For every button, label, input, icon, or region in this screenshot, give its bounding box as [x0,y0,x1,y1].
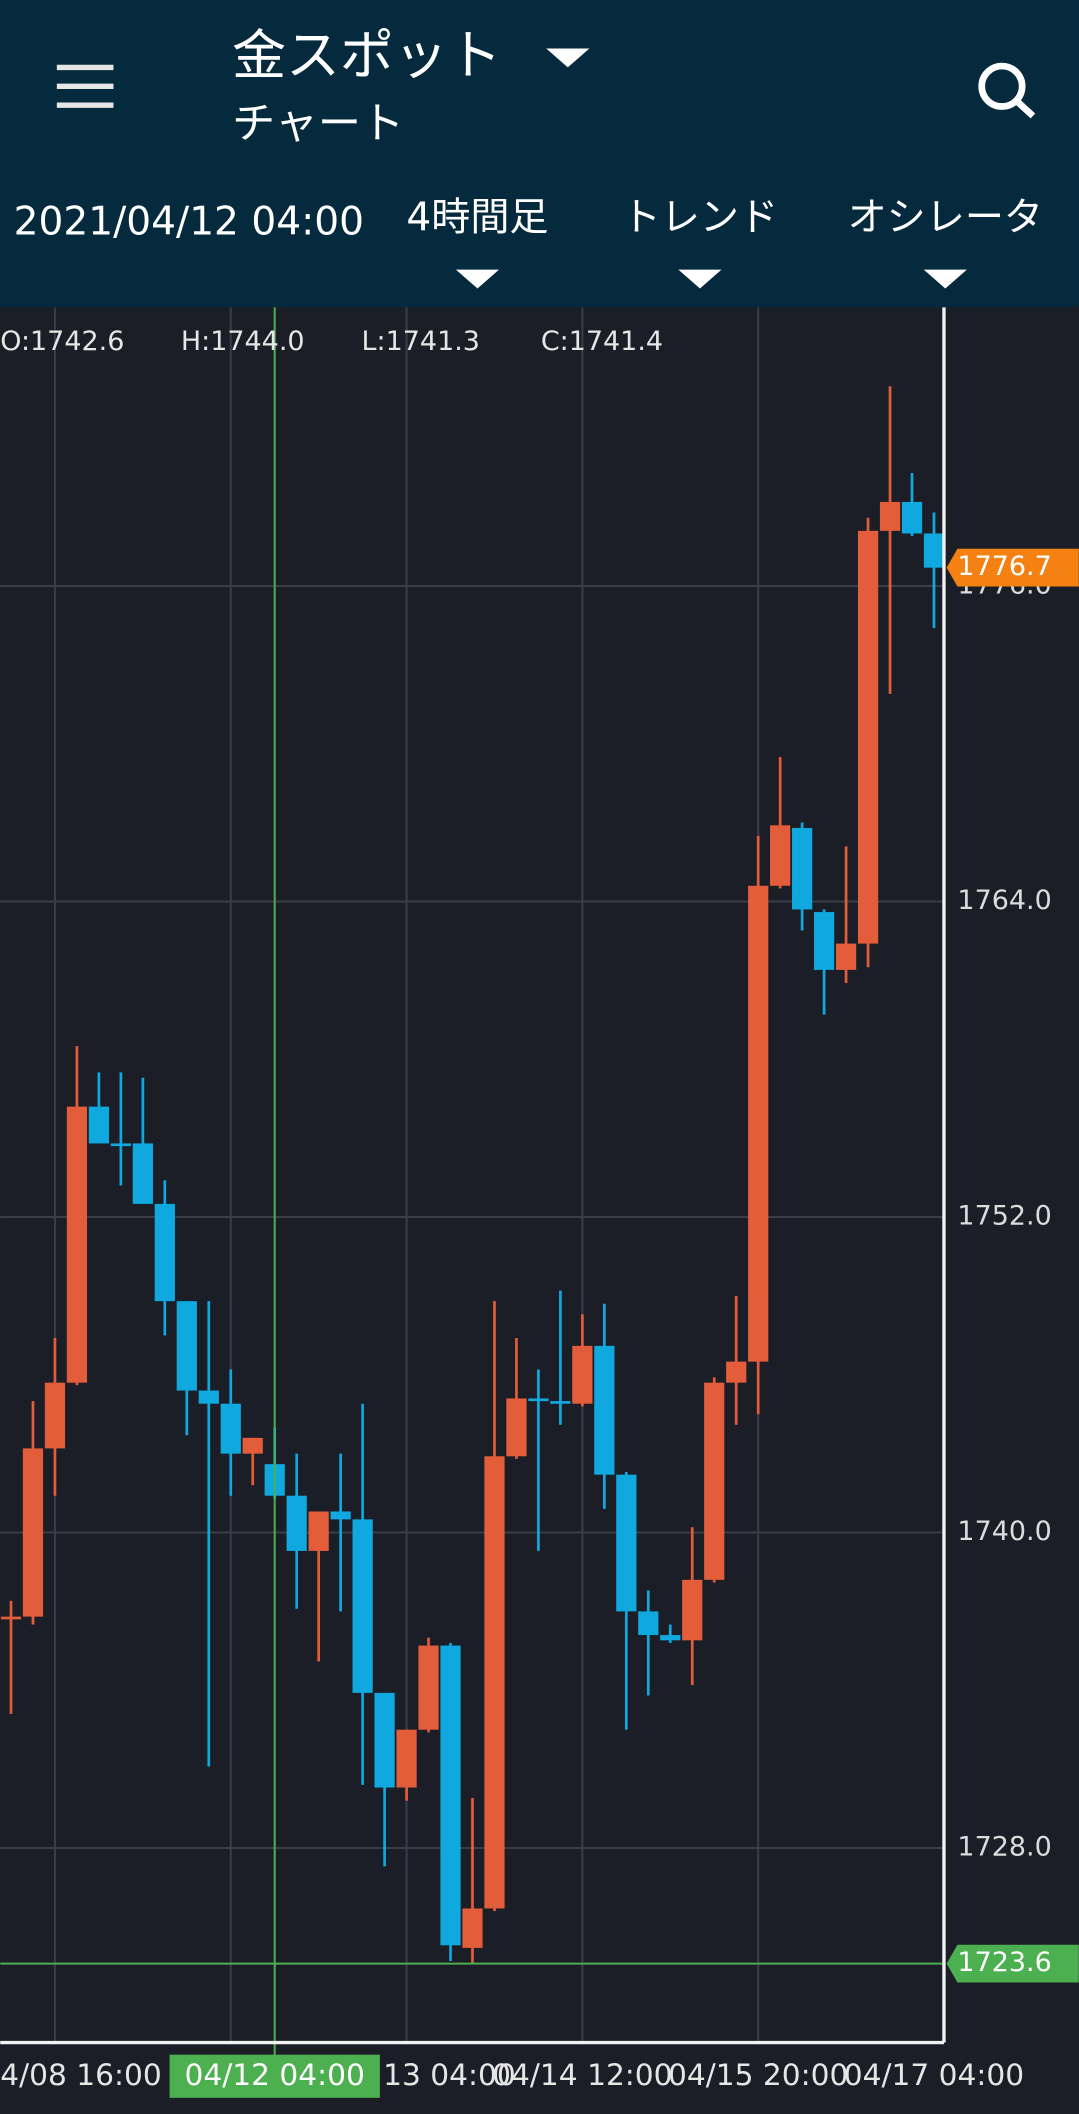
candle-body [857,530,879,944]
candle-body [418,1645,439,1730]
y-tick-label: 1764.0 [957,885,1051,916]
candle-body [374,1692,395,1788]
candle-body [638,1611,659,1636]
chart: 1728.01740.01752.01764.01776.01776.71723… [0,307,1079,2114]
x-tick-label: 13 04:00 [383,2057,516,2092]
candle-body [813,912,835,970]
candle-body [594,1345,615,1475]
datetime: 2021/04/12 04:00 [14,199,364,244]
candle-body [242,1437,263,1454]
candle-body [154,1203,175,1302]
y-tick-label: 1752.0 [957,1201,1051,1232]
crosshair-price-label: 1723.6 [957,1947,1051,1978]
tab-arrow[interactable] [678,269,722,289]
close-readout: C:1741.4 [541,326,663,357]
title-dropdown[interactable] [546,48,590,68]
candle-body [901,501,923,534]
candle-body [462,1908,483,1948]
crosshair-x-tag [169,2054,380,2098]
candle-body [506,1398,527,1457]
subtitle: チャート [232,99,404,149]
app-bar [0,0,1079,308]
candle-body [484,1456,505,1909]
candle-body [44,1382,66,1449]
candle-body [616,1474,637,1612]
candle-body [726,1361,747,1383]
tab[interactable]: トレンド [622,195,778,240]
candle-body [198,1390,219,1404]
plot-background [0,307,1079,2114]
candle-body [572,1345,593,1404]
menu-button[interactable] [56,64,114,108]
search-button[interactable] [978,62,1036,119]
candle-body [440,1645,461,1946]
x-tick-label: 04/17 04:00 [844,2057,1024,2092]
title[interactable]: 金スポット [232,24,502,87]
candle-body [682,1579,703,1641]
candle-body [770,825,791,886]
tab-arrow[interactable] [455,269,500,289]
candle-body [923,533,945,568]
candle-body [792,827,813,910]
candle-body [704,1382,725,1580]
y-tick-label: 1728.0 [957,1831,1051,1862]
tab[interactable]: オシレータ [848,195,1043,240]
candle-body [110,1143,131,1147]
candle-body [396,1729,417,1788]
x-tick-label: 04/14 12:00 [492,2057,672,2092]
candle-body [660,1635,681,1641]
candle-body [286,1495,307,1551]
candle-body [528,1398,549,1402]
x-tick-label: 4/08 16:00 [0,2057,162,2092]
candle-body [88,1106,110,1144]
candle-body [352,1519,373,1693]
ohlc-readout: O:1742.6 H:1744.0 L:1741.3 C:1741.4 [0,326,663,357]
candle-body [748,885,769,1362]
last-price-label: 1776.7 [957,551,1051,582]
candle-body [330,1511,351,1520]
crosshair-x-label: 04/12 04:00 [185,2057,365,2092]
x-tick-label: 04/15 20:00 [668,2057,848,2092]
crosshair-price-tag [946,1944,1079,1983]
candle-body [879,501,901,531]
tab-arrow[interactable] [923,269,967,289]
candle-body [0,1616,22,1620]
last-price-tag [946,548,1079,587]
candle-body [550,1401,571,1404]
open-readout: O:1742.6 [0,326,124,357]
candle-body [176,1301,197,1391]
high-readout: H:1744.0 [181,326,305,357]
candle-body [66,1106,88,1383]
candle-body [835,943,857,970]
y-tick-label: 1740.0 [957,1516,1051,1547]
low-readout: L:1741.3 [362,326,480,357]
candle-body [132,1143,153,1204]
candle-body [22,1448,44,1617]
candle-body [308,1511,329,1551]
candle-body [220,1403,241,1454]
tab[interactable]: 4時間足 [406,195,548,240]
